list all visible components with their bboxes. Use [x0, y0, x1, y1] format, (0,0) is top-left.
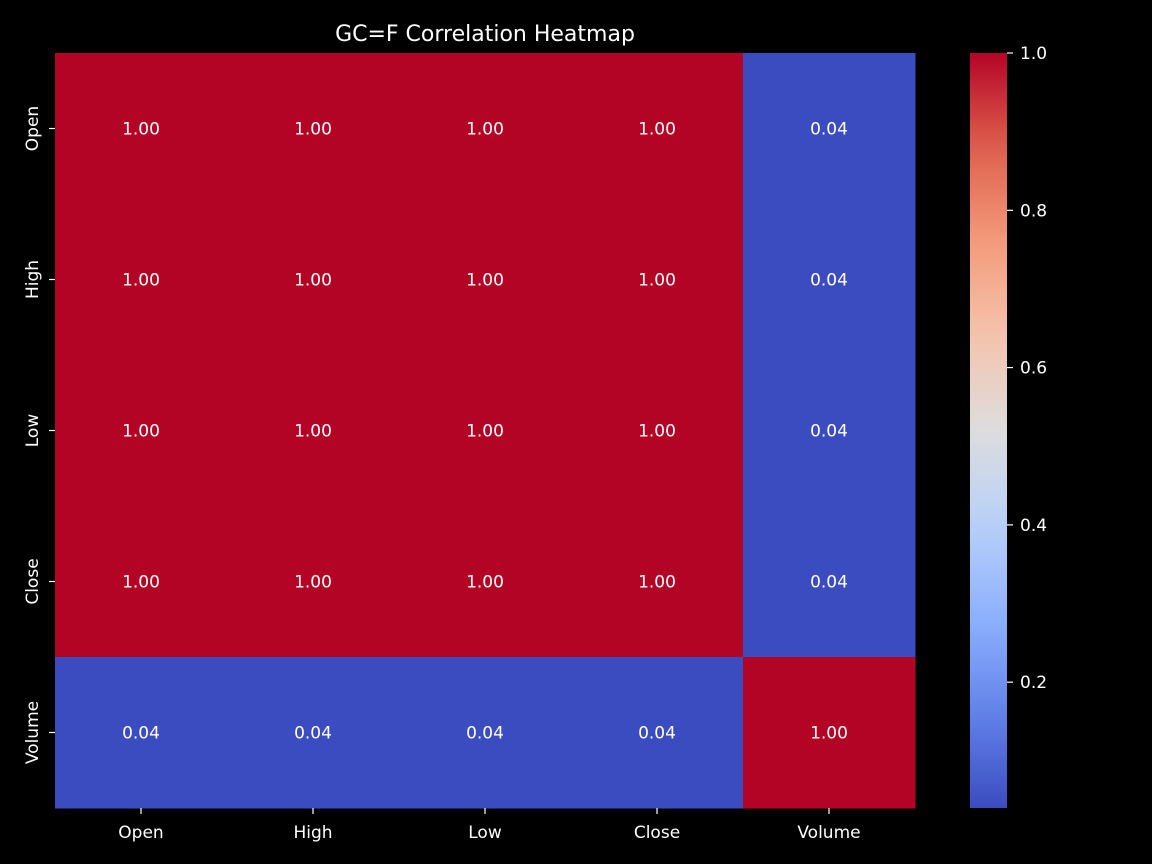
chart-title: GC=F Correlation Heatmap	[335, 22, 635, 47]
x-tick-label: High	[293, 823, 332, 843]
heatmap-cell	[227, 506, 400, 658]
colorbar-gradient	[970, 53, 1007, 808]
heatmap-cell	[55, 657, 228, 809]
cell-value-label: 1.00	[294, 120, 332, 140]
heatmap-cell	[571, 506, 744, 658]
heatmap-cell	[227, 355, 400, 507]
colorbar-tick-label: 0.8	[1020, 201, 1047, 221]
cell-value-label: 1.00	[638, 422, 676, 442]
y-tick-label: Open	[23, 106, 43, 151]
x-axis: Open High Low Close Volume	[118, 808, 861, 843]
y-tick-label: High	[23, 260, 43, 299]
cell-value-label: 1.00	[466, 120, 504, 140]
cell-value-label: 1.00	[466, 573, 504, 593]
cell-value-label: 1.00	[638, 120, 676, 140]
heatmap-cell	[227, 53, 400, 205]
y-tick-label: Low	[23, 414, 43, 448]
cell-value-label: 1.00	[294, 422, 332, 442]
cell-value-label: 1.00	[122, 573, 160, 593]
cell-value-label: 0.04	[810, 271, 848, 291]
heatmap-cell	[55, 506, 228, 658]
cell-value-label: 1.00	[294, 573, 332, 593]
cell-value-label: 1.00	[466, 271, 504, 291]
heatmap-cell	[399, 204, 572, 356]
heatmap-cell	[743, 355, 916, 507]
cell-value-label: 1.00	[638, 271, 676, 291]
colorbar-tick-label: 0.4	[1020, 516, 1047, 536]
cell-value-label: 1.00	[466, 422, 504, 442]
cell-value-label: 0.04	[810, 573, 848, 593]
cell-value-label: 0.04	[810, 120, 848, 140]
heatmap-cell	[571, 204, 744, 356]
heatmap-cell	[399, 355, 572, 507]
colorbar-tick-label: 0.6	[1020, 359, 1047, 379]
x-tick-label: Low	[468, 823, 502, 843]
cell-value-label: 0.04	[294, 724, 332, 744]
cell-value-label: 0.04	[810, 422, 848, 442]
heatmap-cell	[743, 657, 916, 809]
y-tick-label: Close	[23, 558, 43, 604]
x-tick-label: Close	[634, 823, 680, 843]
heatmap-cell	[55, 53, 228, 205]
cell-value-label: 1.00	[810, 724, 848, 744]
cell-value-label: 0.04	[466, 724, 504, 744]
heatmap-cell	[55, 204, 228, 356]
colorbar-tick-label: 0.2	[1020, 673, 1047, 693]
heatmap-cell	[399, 657, 572, 809]
y-axis: Open High Low Close Volume	[23, 106, 55, 764]
cell-value-label: 0.04	[638, 724, 676, 744]
cell-value-label: 1.00	[122, 120, 160, 140]
colorbar: 0.2 0.4 0.6 0.8 1.0	[970, 44, 1047, 808]
heatmap-cell	[399, 506, 572, 658]
heatmap-cell	[227, 657, 400, 809]
cell-value-label: 1.00	[122, 271, 160, 291]
heatmap-cell	[227, 204, 400, 356]
cell-value-label: 1.00	[638, 573, 676, 593]
x-tick-label: Volume	[797, 823, 860, 843]
heatmap-cell	[743, 506, 916, 658]
cell-value-label: 0.04	[122, 724, 160, 744]
heatmap-cell	[399, 53, 572, 205]
heatmap-cell	[743, 204, 916, 356]
heatmap-cell	[55, 355, 228, 507]
heatmap-cell	[571, 53, 744, 205]
heatmap-annotations: 1.00 1.00 1.00 1.00 0.04 1.00 1.00 1.00 1.00 0.04…	[122, 120, 848, 744]
x-tick-label: Open	[118, 823, 163, 843]
y-tick-label: Volume	[23, 701, 43, 764]
cell-value-label: 1.00	[122, 422, 160, 442]
colorbar-tick-label: 1.0	[1020, 44, 1047, 64]
heatmap-cell	[571, 657, 744, 809]
heatmap-cell	[743, 53, 916, 205]
cell-value-label: 1.00	[294, 271, 332, 291]
heatmap-cells	[55, 53, 916, 809]
heatmap-cell	[571, 355, 744, 507]
